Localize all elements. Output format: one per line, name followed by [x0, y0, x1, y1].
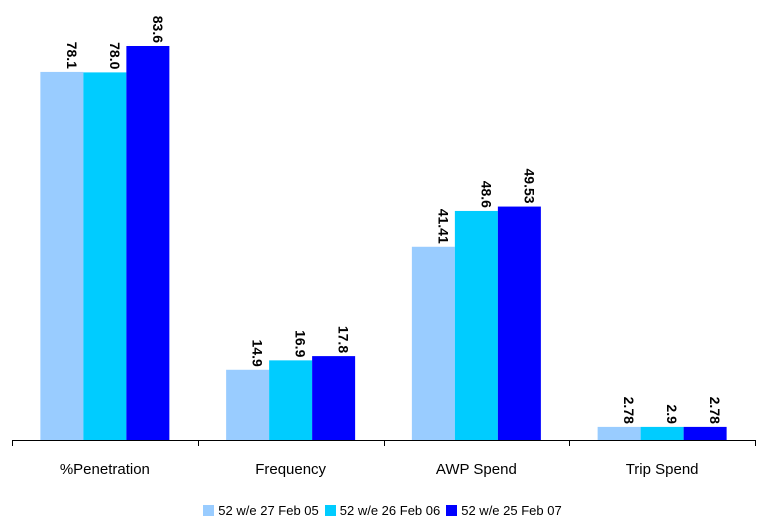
legend-label: 52 w/e 26 Feb 06: [339, 502, 441, 518]
bar-awpspend-1: [454, 210, 498, 440]
legend-swatch: [324, 504, 336, 516]
data-label: 83.6: [150, 16, 166, 43]
legend-item: 52 w/e 26 Feb 06: [324, 502, 441, 518]
data-label: 78.1: [64, 42, 80, 69]
x-axis-ticks: [12, 440, 756, 446]
bar-awpspend-2: [497, 206, 541, 440]
data-label: 41.41: [435, 209, 451, 244]
data-label: 2.78: [707, 397, 723, 424]
bar-tripspend-1: [640, 426, 684, 440]
category-label: Frequency: [255, 461, 326, 478]
legend-swatch: [446, 504, 458, 516]
bar-frequency-0: [226, 369, 270, 440]
value-labels-group: 78.1 78.0 83.6 14.9 16.9 17.8 41.41 48.6 49.53 2.…: [64, 16, 723, 424]
data-label: 14.9: [250, 340, 266, 367]
data-label: 49.53: [521, 169, 537, 204]
bars-group: [40, 46, 727, 441]
data-label: 2.9: [664, 404, 680, 424]
category-label: %Penetration: [60, 461, 150, 478]
bar-penetration-0: [40, 71, 84, 440]
legend-item: 52 w/e 27 Feb 05: [203, 502, 319, 518]
data-label: 17.8: [336, 326, 352, 353]
data-label: 16.9: [293, 330, 309, 357]
category-labels-group: %Penetration Frequency AWP Spend Trip Spend: [60, 461, 699, 478]
legend: 52 w/e 27 Feb 05 52 w/e 26 Feb 06 52 w/e 2…: [0, 500, 765, 520]
legend-label: 52 w/e 25 Feb 07: [461, 502, 562, 518]
legend-label: 52 w/e 27 Feb 05: [218, 502, 319, 518]
legend-item: 52 w/e 25 Feb 07: [446, 502, 562, 518]
bar-penetration-1: [83, 72, 127, 441]
category-label: AWP Spend: [436, 461, 517, 478]
category-label: Trip Spend: [626, 461, 699, 478]
bar-penetration-2: [126, 46, 170, 440]
bar-tripspend-2: [683, 426, 727, 440]
bar-chart: 78.1 78.0 83.6 14.9 16.9 17.8 41.41 48.6 49.53 2.…: [12, 16, 756, 478]
data-label: 78.0: [107, 42, 123, 69]
bar-tripspend-0: [597, 426, 641, 440]
data-label: 48.6: [478, 181, 494, 208]
bar-awpspend-0: [411, 246, 455, 440]
bar-frequency-2: [312, 356, 356, 440]
data-label: 2.78: [621, 397, 637, 424]
legend-swatch: [203, 504, 215, 516]
bar-frequency-1: [269, 360, 313, 440]
